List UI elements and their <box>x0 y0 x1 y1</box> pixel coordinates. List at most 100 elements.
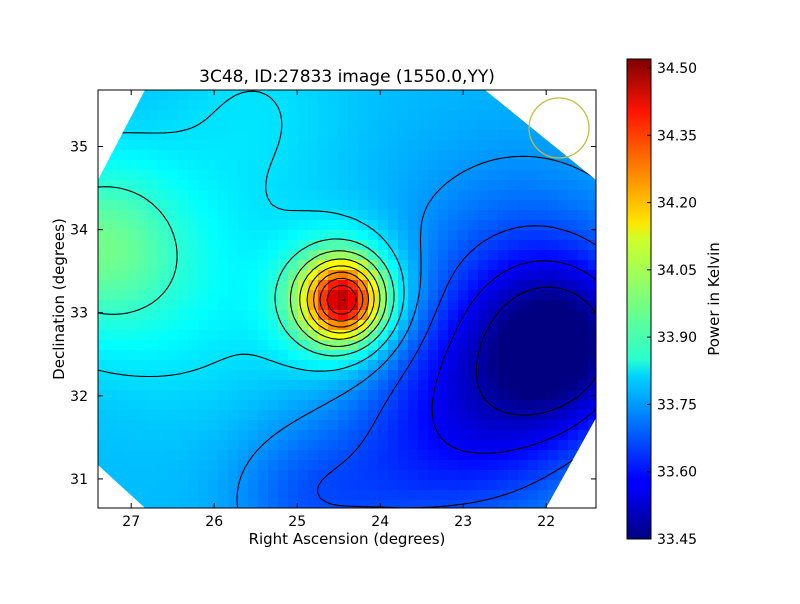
heatmap-cell <box>98 270 109 281</box>
heatmap-cell <box>288 200 299 211</box>
heatmap-cell <box>508 140 519 151</box>
heatmap-cell <box>378 440 389 451</box>
heatmap-cell <box>458 490 469 501</box>
heatmap-cell <box>338 200 349 211</box>
heatmap-cell <box>358 480 369 491</box>
heatmap-cell <box>198 440 209 451</box>
heatmap-cell <box>568 200 579 211</box>
heatmap-cell <box>278 300 289 311</box>
heatmap-cell <box>188 180 199 191</box>
heatmap-cell <box>398 310 409 321</box>
heatmap-cell <box>118 140 129 151</box>
heatmap-cell <box>588 390 596 401</box>
heatmap-cell <box>488 160 499 171</box>
heatmap-cell <box>118 150 129 161</box>
heatmap-cell <box>368 490 379 501</box>
heatmap-cell <box>228 380 239 391</box>
heatmap-cell <box>358 160 369 171</box>
heatmap-cell <box>248 330 259 341</box>
heatmap-cell <box>188 500 199 508</box>
x-tick-label: 25 <box>288 514 306 530</box>
heatmap-cell <box>288 390 299 401</box>
heatmap-cell <box>268 280 279 291</box>
heatmap-cell <box>428 160 439 171</box>
heatmap-cell <box>178 180 189 191</box>
heatmap-cell <box>338 380 349 391</box>
heatmap-cell <box>568 170 579 181</box>
heatmap-cell <box>288 460 299 471</box>
heatmap-cell <box>578 250 589 261</box>
heatmap-cell <box>198 470 209 481</box>
heatmap-cell <box>348 470 359 481</box>
heatmap-cell <box>488 480 499 491</box>
heatmap-cell <box>318 440 329 451</box>
heatmap-cell <box>318 320 329 331</box>
y-tick-label: 33 <box>70 306 88 322</box>
heatmap-cell <box>468 220 479 231</box>
heatmap-cell <box>588 410 596 421</box>
heatmap-cell <box>238 120 249 131</box>
heatmap-cell <box>238 230 249 241</box>
heatmap-cell <box>418 450 429 461</box>
heatmap-cell <box>498 480 509 491</box>
colorbar-tick-label: 33.60 <box>657 465 697 481</box>
heatmap-cell <box>398 270 409 281</box>
heatmap-cell <box>278 120 289 131</box>
heatmap-cell <box>128 120 139 131</box>
heatmap-cell <box>498 400 509 411</box>
heatmap-cell <box>368 240 379 251</box>
heatmap-cell <box>558 320 569 331</box>
heatmap-cell <box>408 290 419 301</box>
heatmap-cell <box>358 450 369 461</box>
heatmap-cell <box>448 100 459 111</box>
heatmap-cell <box>278 220 289 231</box>
heatmap-cell <box>198 110 209 121</box>
heatmap-cell <box>448 140 459 151</box>
heatmap-cell <box>498 460 509 471</box>
heatmap-cell <box>108 410 119 421</box>
heatmap-cell <box>388 230 399 241</box>
heatmap-cell <box>558 200 569 211</box>
heatmap-cell <box>138 340 149 351</box>
heatmap-cell <box>108 420 119 431</box>
heatmap-cell <box>208 210 219 221</box>
heatmap-cell <box>128 330 139 341</box>
heatmap-cell <box>518 260 529 271</box>
heatmap-cell <box>588 260 596 271</box>
heatmap-cell <box>478 260 489 271</box>
heatmap-cell <box>508 200 519 211</box>
heatmap-cell <box>548 350 559 361</box>
heatmap-cell <box>338 180 349 191</box>
heatmap-cell <box>438 480 449 491</box>
heatmap-cell <box>108 470 119 481</box>
x-tick-label: 26 <box>205 514 223 530</box>
heatmap-cell <box>198 420 209 431</box>
heatmap-cell <box>158 100 169 111</box>
heatmap-cell <box>558 300 569 311</box>
heatmap-cell <box>368 200 379 211</box>
heatmap-cell <box>528 360 539 371</box>
heatmap-cell <box>448 150 459 161</box>
heatmap-cell <box>358 260 369 271</box>
heatmap-cell <box>198 260 209 271</box>
heatmap-cell <box>338 140 349 151</box>
heatmap-cell <box>468 350 479 361</box>
heatmap-cell <box>128 390 139 401</box>
heatmap-cell <box>118 260 129 271</box>
heatmap-cell <box>318 110 329 121</box>
heatmap-cell <box>198 390 209 401</box>
heatmap-cell <box>178 310 189 321</box>
heatmap-cell <box>128 250 139 261</box>
heatmap-cell <box>398 190 409 201</box>
heatmap-cell <box>298 340 309 351</box>
heatmap-cell <box>308 300 319 311</box>
heatmap-cell <box>118 470 129 481</box>
heatmap-cell <box>138 400 149 411</box>
heatmap-cell <box>528 400 539 411</box>
heatmap-cell <box>358 100 369 111</box>
heatmap-cell <box>388 110 399 121</box>
heatmap-cell <box>438 210 449 221</box>
heatmap-cell <box>468 110 479 121</box>
heatmap-cell <box>178 440 189 451</box>
heatmap-cell <box>128 240 139 251</box>
